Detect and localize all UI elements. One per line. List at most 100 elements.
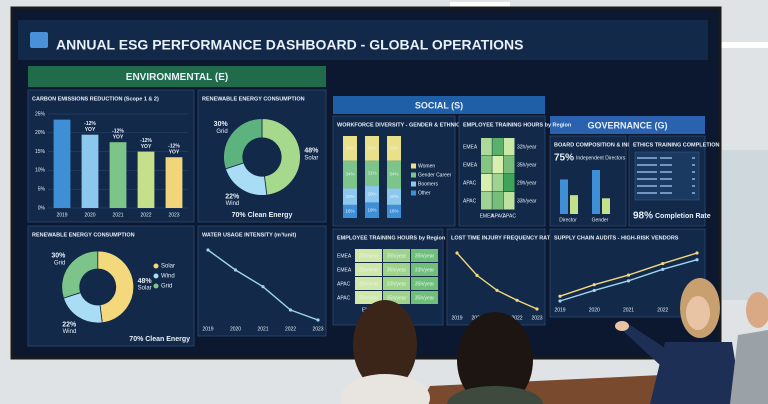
person-body (650, 342, 742, 404)
heat-cell (492, 174, 504, 192)
heat-cell (481, 192, 492, 210)
point (261, 285, 265, 289)
row-label: EMEA (463, 162, 478, 168)
panel-title: WORKFORCE DIVERSITY - GENDER & ETHNICITY (337, 122, 469, 128)
point (661, 261, 665, 266)
x-tick-label: 2020 (230, 326, 241, 332)
legend-swatch (153, 263, 159, 269)
slice-value-label: 22% (62, 321, 77, 328)
row-label: EMEA (463, 144, 478, 150)
panel (446, 228, 546, 326)
stack-segment (365, 202, 379, 218)
table-cell (355, 291, 382, 304)
annotation: YOY (85, 127, 96, 133)
x-tick-label: 2023 (312, 326, 323, 332)
row-label: APAC (463, 198, 477, 204)
donut-slice (223, 118, 263, 170)
heat-cell (492, 156, 504, 174)
table-cell (355, 263, 382, 276)
column-label: APAC (491, 213, 505, 219)
legend-swatch (411, 181, 416, 187)
slice-value-label: 30% (51, 253, 66, 260)
bar (602, 198, 610, 214)
table-cell (355, 277, 382, 290)
table-text: 32h/year (359, 253, 379, 259)
ceiling-light (450, 2, 510, 8)
caption: Independent Directors (576, 155, 626, 161)
side-label: 33h/year (517, 198, 537, 204)
point (475, 273, 479, 277)
heat-cell (503, 156, 515, 174)
segment-label: 30% (345, 145, 354, 150)
point (695, 251, 699, 255)
person-hair (457, 312, 533, 404)
section-header (333, 96, 545, 114)
section-title: ENVIRONMENTAL (E) (126, 72, 228, 83)
slice-name: Wind (226, 201, 240, 207)
x-tick-label: 2022 (140, 212, 151, 218)
heat-cell (503, 192, 515, 210)
point (592, 283, 596, 287)
side-label: 32h/year (517, 144, 537, 150)
slice-name: Grid (54, 260, 65, 266)
table-text: 35h/year (387, 253, 407, 259)
x-tick-label: 2022 (657, 307, 668, 313)
annotation: -12% (140, 138, 152, 144)
header-icon (30, 32, 48, 48)
bar (165, 157, 183, 208)
table-cell (411, 263, 438, 276)
slice-value-label: 48% (138, 278, 153, 285)
legend-label: Women (418, 163, 435, 169)
point (626, 273, 631, 277)
bar (570, 195, 578, 214)
table-text: 35h/year (415, 281, 435, 287)
slice-name: Solar (138, 286, 152, 292)
slice-name: Solar (304, 155, 318, 161)
table-text: 33h/year (387, 281, 407, 287)
legend-swatch (411, 163, 416, 169)
x-tick-label: 2023 (531, 315, 542, 321)
stack-segment (343, 160, 357, 189)
panel-title: EMPLOYEE TRAINING HOURS by Region (337, 235, 446, 241)
point (316, 318, 320, 322)
table-cell (411, 291, 438, 304)
table-text: 35h/year (387, 267, 407, 273)
x-tick-label: 2021 (257, 326, 268, 332)
caption: 70% Clean Energy (232, 212, 293, 219)
panel (197, 89, 327, 223)
section-header (28, 66, 326, 87)
annotation: -12% (168, 144, 180, 150)
legend-swatch (411, 190, 416, 196)
panel-title: CARBON EMISSIONS REDUCTION (Scope 1 & 2) (32, 96, 159, 102)
heat-cell (503, 174, 515, 192)
y-tick-label: 20% (35, 130, 46, 136)
heat-cell (481, 138, 492, 156)
x-tick-label: 2019 (202, 326, 213, 332)
panel (197, 225, 327, 337)
y-tick-label: 25% (35, 111, 46, 117)
slice-value-label: 48% (304, 148, 319, 155)
point (455, 251, 459, 255)
y-tick-label: 5% (38, 187, 46, 193)
table-cell (383, 263, 410, 276)
y-tick-label: 10% (35, 168, 46, 174)
table-text: 35h/year (415, 295, 435, 301)
legend-label: Gender Career (418, 172, 452, 178)
header-bar (18, 20, 708, 60)
bar (109, 142, 127, 208)
slice-name: Grid (216, 129, 227, 135)
person-arm (622, 325, 668, 365)
point (661, 267, 665, 271)
segment-label: 34% (345, 172, 354, 177)
headline: 98% (633, 211, 653, 222)
panel-title: RENEWABLE ENERGY CONSUMPTION (32, 232, 135, 238)
stack-segment (343, 136, 357, 161)
legend-label: Wind (161, 274, 175, 280)
donut-slice (61, 250, 99, 299)
legend-label: Other (418, 190, 431, 196)
person-body (340, 374, 430, 404)
donut-slice (97, 250, 135, 324)
stack-segment (387, 204, 401, 218)
segment-label: 16% (389, 209, 398, 214)
section-header (550, 116, 705, 134)
